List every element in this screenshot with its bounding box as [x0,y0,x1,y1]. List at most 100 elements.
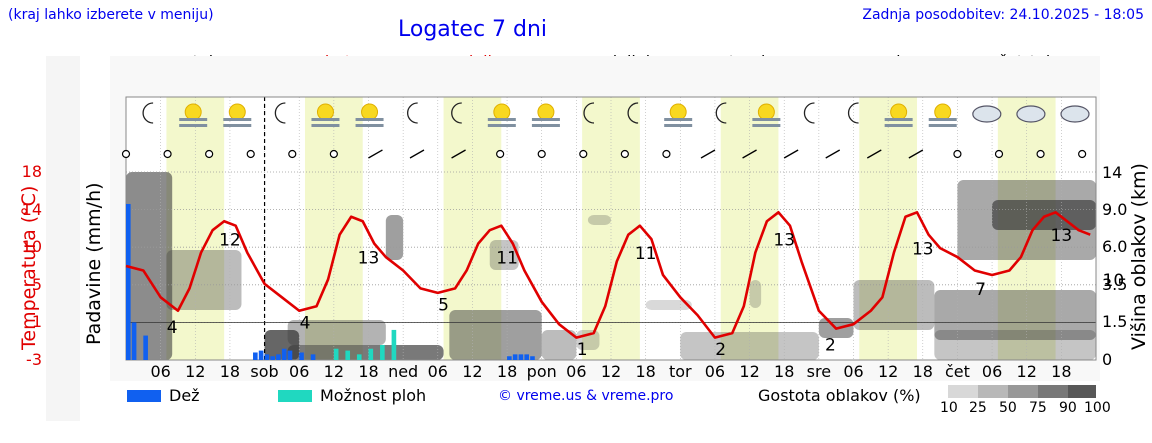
temp-label: 12 [219,231,241,251]
rain-bar [276,354,281,360]
showers-bar [368,348,374,360]
density-tick: 100 [1084,400,1111,416]
temp-label: 11 [496,249,518,269]
temp-label: 4 [300,313,311,333]
x-tick-label: 06 [705,362,725,381]
fog-icon [223,124,252,127]
legend-rain-label: Dež [169,386,200,405]
wind-calm-icon [662,149,671,159]
fog-icon [664,118,693,121]
temp-tick: -3 [26,350,42,369]
showers-bar [356,354,362,360]
rain-bar [126,203,131,360]
sun-icon [669,103,687,121]
cloud-patch [449,310,542,360]
credit-link[interactable]: © vreme.us & vreme.pro [498,388,674,404]
x-tick-label: čet [945,362,970,381]
rain-bar [530,356,535,360]
density-tick: 10 [940,400,958,416]
x-tick-label: 06 [428,362,448,381]
showers-bar [333,348,339,360]
x-tick-label: 12 [878,362,898,381]
wind-calm-icon [953,149,962,159]
showers-bar [345,350,351,360]
cloud-tick: 6.0 [1102,237,1128,256]
x-tick-label: 18 [358,362,378,381]
rain-bar [264,354,270,360]
cloud-patch [934,290,1096,340]
cloud-patch [853,280,935,330]
temp-label: 4 [167,318,178,338]
rain-bar [270,356,275,360]
x-tick-label: tor [669,362,692,381]
wind-calm-icon [205,149,214,159]
x-tick-label: 06 [843,362,863,381]
x-tick-label: 12 [185,362,205,381]
cloud-patch [489,240,519,270]
temp-label: 11 [635,244,657,264]
x-tick-label: 12 [601,362,621,381]
density-tick: 90 [1059,400,1077,416]
x-tick-label: 18 [1051,362,1071,381]
wind-arrow-icon [700,149,716,159]
temp-label: 2 [825,336,836,356]
density-swatch [978,385,1008,398]
wind-arrow-icon [742,149,757,159]
sun-icon [493,103,511,121]
region-hint[interactable]: (kraj lahko izberete v meniju) [8,7,214,23]
x-tick-label: 06 [566,362,586,381]
cloud-tick: 1.5 [1102,312,1128,331]
wind-arrow-icon [866,149,882,159]
rain-bar [507,356,512,360]
fog-icon [752,118,781,121]
density-swatch [948,385,978,398]
cloud-patch [749,280,762,308]
x-tick-label: 12 [739,362,759,381]
temp-label: 10 [1103,271,1125,291]
temp-label: 2 [715,340,726,360]
x-tick-label: 12 [462,362,482,381]
x-tick-label: sre [807,362,831,381]
density-swatch [1038,385,1068,398]
x-tick-label: pon [527,362,557,381]
moon-icon [627,102,639,124]
wind-calm-icon [994,149,1004,159]
cloud-patch [992,200,1096,230]
x-tick-label: 06 [150,362,170,381]
x-tick-label: sob [250,362,278,381]
density-swatch [1008,385,1038,398]
x-tick-label: 12 [324,362,344,381]
temp-label: 13 [358,249,380,269]
moon-icon [142,102,154,124]
x-tick-label: 18 [497,362,517,381]
wind-arrow-icon [783,149,799,159]
x-tick-label: ned [388,362,418,381]
wind-calm-icon [1036,149,1045,159]
temp-tick: 10 [21,237,42,256]
fog-icon [928,118,957,121]
rain-bar [287,350,293,360]
showers-swatch [278,390,312,402]
temp-label: 7 [975,280,986,300]
temperature-line [125,210,1091,339]
cloud-icon [972,105,1002,123]
showers-bar [380,344,385,360]
temp-tick: 18 [21,162,42,181]
cloud-tick: 0 [1102,350,1113,369]
density-tick: 25 [969,400,987,416]
sun-icon [361,103,379,121]
fog-icon [884,118,913,121]
wind-arrow-icon [409,149,425,159]
sun-icon [316,103,334,121]
rain-bar [281,348,287,360]
density-tick: 75 [1029,400,1047,416]
wind-calm-icon [620,149,629,159]
wind-calm-icon [121,149,131,159]
page-title: Logatec 7 dni [398,17,548,42]
sun-icon [537,103,555,121]
wind-arrow-icon [825,149,841,159]
x-tick-label: 06 [982,362,1002,381]
cloud-icon [1060,105,1090,123]
wind-arrow-icon [368,149,383,159]
rain-bar [524,354,530,360]
